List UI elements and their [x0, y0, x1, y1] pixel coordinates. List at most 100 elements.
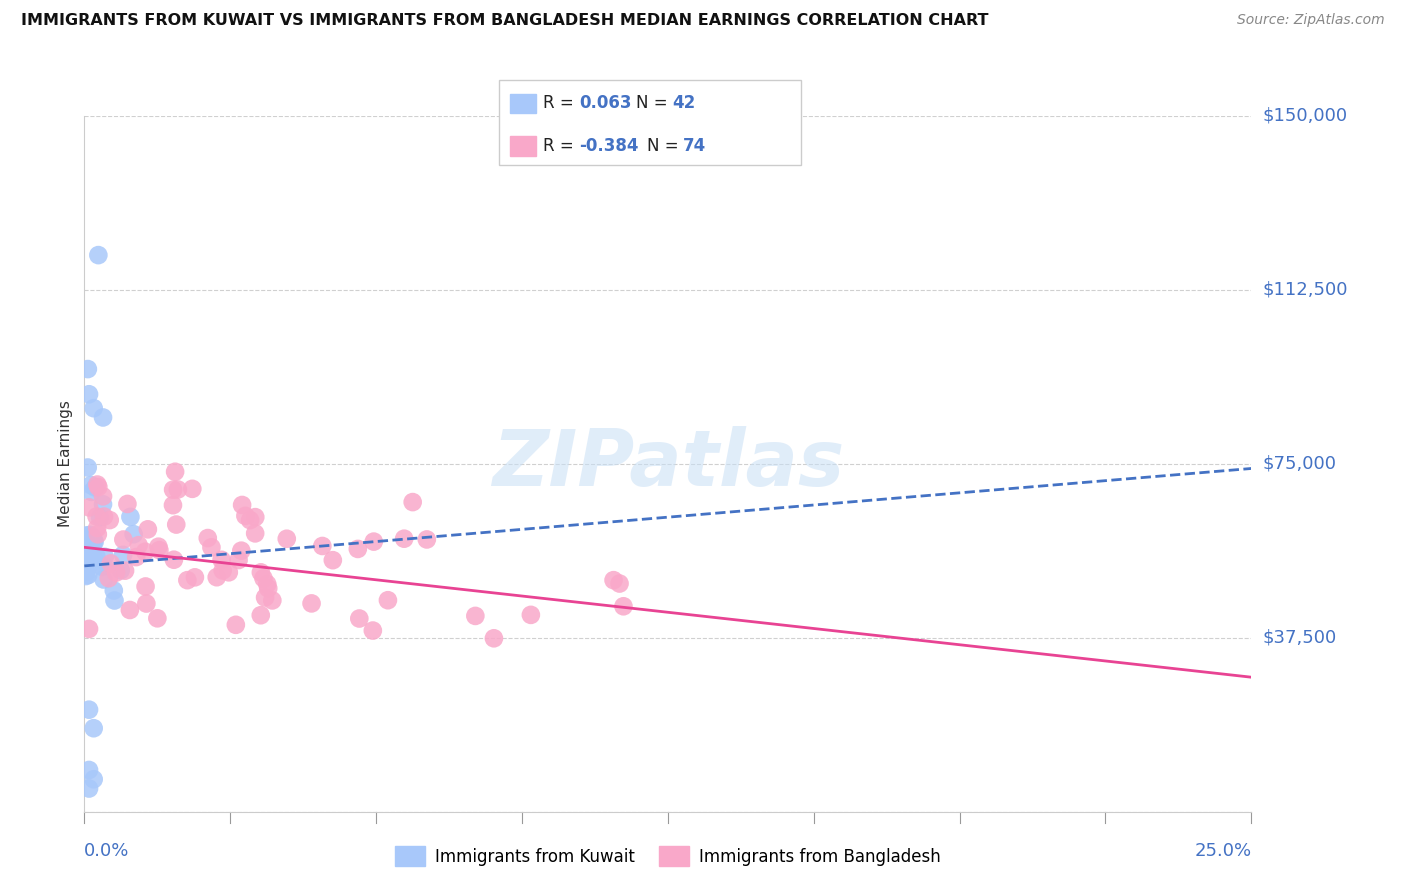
- Point: [184, 570, 207, 584]
- Point: [464, 608, 486, 623]
- Point: [97, 571, 120, 585]
- Point: [167, 483, 190, 497]
- Point: [377, 593, 399, 607]
- Point: [112, 533, 135, 547]
- Point: [347, 541, 370, 556]
- Point: [76, 528, 98, 542]
- Point: [231, 543, 253, 558]
- Point: [135, 597, 157, 611]
- Point: [79, 528, 101, 542]
- Point: [122, 527, 145, 541]
- Point: [83, 721, 105, 735]
- Point: [363, 534, 385, 549]
- Text: IMMIGRANTS FROM KUWAIT VS IMMIGRANTS FROM BANGLADESH MEDIAN EARNINGS CORRELATION: IMMIGRANTS FROM KUWAIT VS IMMIGRANTS FRO…: [21, 13, 988, 29]
- Point: [135, 579, 157, 593]
- Point: [105, 566, 128, 580]
- Text: N =: N =: [647, 137, 683, 155]
- Point: [235, 508, 257, 523]
- Point: [83, 401, 105, 416]
- Point: [311, 539, 333, 553]
- Text: 0.0%: 0.0%: [84, 842, 129, 860]
- Point: [114, 564, 136, 578]
- Point: [110, 563, 132, 577]
- Point: [93, 559, 115, 574]
- Point: [82, 537, 104, 551]
- Point: [243, 526, 266, 541]
- Point: [228, 553, 250, 567]
- Point: [76, 362, 98, 376]
- Point: [361, 624, 384, 638]
- Point: [80, 478, 103, 492]
- Point: [91, 560, 114, 574]
- Point: [609, 576, 631, 591]
- Point: [612, 599, 634, 614]
- Point: [301, 596, 323, 610]
- Point: [205, 570, 228, 584]
- Point: [148, 543, 170, 558]
- Point: [120, 509, 142, 524]
- Point: [100, 557, 122, 571]
- Point: [77, 622, 100, 636]
- Point: [162, 498, 184, 512]
- Point: [83, 772, 105, 787]
- Y-axis label: Median Earnings: Median Earnings: [58, 401, 73, 527]
- Point: [218, 566, 240, 580]
- Point: [75, 555, 97, 569]
- Point: [165, 517, 187, 532]
- Point: [83, 535, 105, 549]
- Point: [148, 540, 170, 554]
- Point: [77, 781, 100, 796]
- Text: 42: 42: [672, 95, 696, 112]
- Point: [98, 513, 121, 527]
- Point: [77, 568, 100, 582]
- Point: [136, 522, 159, 536]
- Text: $75,000: $75,000: [1263, 455, 1337, 473]
- Point: [239, 513, 262, 527]
- Point: [416, 533, 439, 547]
- Point: [75, 569, 97, 583]
- Point: [257, 582, 280, 596]
- Point: [93, 549, 115, 564]
- Point: [86, 521, 108, 535]
- Point: [250, 566, 273, 580]
- Point: [87, 480, 110, 494]
- Point: [322, 553, 344, 567]
- Point: [197, 531, 219, 545]
- Point: [134, 545, 156, 559]
- Point: [83, 533, 105, 548]
- Text: ZIPatlas: ZIPatlas: [492, 425, 844, 502]
- Point: [79, 535, 101, 549]
- Text: 74: 74: [683, 137, 707, 155]
- Text: Source: ZipAtlas.com: Source: ZipAtlas.com: [1237, 13, 1385, 28]
- Point: [117, 497, 139, 511]
- Point: [83, 550, 105, 565]
- Point: [103, 583, 125, 598]
- Point: [84, 480, 107, 494]
- Point: [84, 549, 107, 563]
- Point: [77, 552, 100, 566]
- Point: [211, 564, 233, 578]
- Point: [93, 573, 115, 587]
- Point: [77, 387, 100, 401]
- Point: [128, 538, 150, 552]
- Point: [146, 611, 169, 625]
- Point: [482, 632, 505, 646]
- Point: [402, 495, 425, 509]
- Point: [165, 465, 187, 479]
- Point: [87, 527, 110, 541]
- Point: [225, 617, 247, 632]
- Point: [520, 607, 543, 622]
- Point: [163, 552, 186, 566]
- Point: [256, 577, 278, 591]
- Text: 25.0%: 25.0%: [1194, 842, 1251, 860]
- Point: [77, 763, 100, 777]
- Point: [181, 482, 204, 496]
- Point: [252, 571, 274, 585]
- Point: [91, 489, 114, 503]
- Point: [103, 593, 125, 607]
- Point: [91, 497, 114, 511]
- Point: [249, 608, 271, 623]
- Point: [211, 553, 233, 567]
- Point: [93, 509, 115, 524]
- Point: [82, 530, 104, 544]
